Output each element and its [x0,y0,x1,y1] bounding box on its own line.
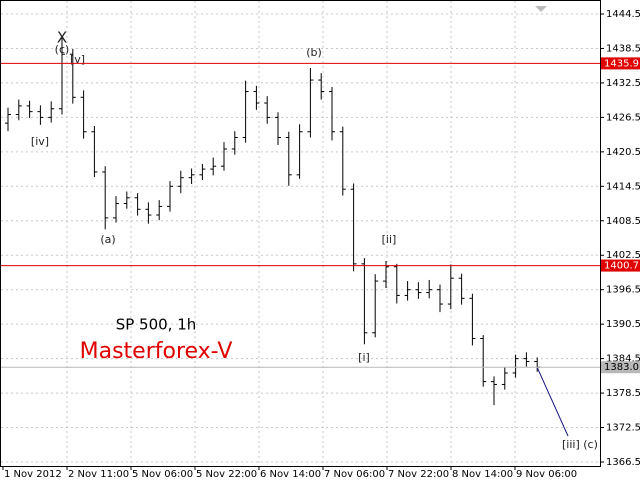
y-tick-label: 1396.5 [606,285,640,296]
chart-title: SP 500, 1h [116,316,197,334]
price-tag-label: 1383.0 [604,362,639,373]
x-tick-label: 8 Nov 14:00 [452,469,513,480]
annotation: (a) [100,233,115,246]
price-tag [601,57,640,70]
y-tick-label: 1372.5 [606,423,640,434]
annotation: (b) [306,46,322,59]
price-tag-label: 1435.9 [604,58,639,69]
y-tick-label: 1384.5 [606,354,640,365]
y-tick-label: 1414.5 [606,181,640,192]
y-tick-label: 1420.5 [606,147,640,158]
bars [5,38,541,406]
price-tag [601,259,640,272]
annotation: [i] [358,351,370,364]
y-tick-label: 1438.5 [606,43,640,54]
y-tick-label: 1402.5 [606,250,640,261]
x-tick-label: 9 Nov 06:00 [516,469,577,480]
y-tick-label: 1366.5 [606,457,640,468]
annotation: X [57,29,67,47]
x-tick-label: 6 Nov 14:00 [260,469,321,480]
x-tick-label: 2 Nov 11:00 [68,469,129,480]
plot-frame [0,0,601,467]
x-tick-label: 1 Nov 2012 [4,469,62,480]
forecast-line [536,366,569,437]
price-tag [601,361,640,374]
y-tick-label: 1390.5 [606,319,640,330]
annotation: [ii] [382,233,397,246]
annotation: [iv] [31,135,49,148]
annotation: (c) [55,43,70,56]
y-tick-label: 1408.5 [606,216,640,227]
scroll-marker [535,6,547,12]
chart-subtitle: Masterforex-V [80,339,233,364]
y-tick-label: 1432.5 [606,78,640,89]
y-tick-label: 1378.5 [606,388,640,399]
x-tick-label: 7 Nov 22:00 [388,469,449,480]
annotation: [v] [70,53,85,66]
y-tick-label: 1426.5 [606,112,640,123]
x-tick-label: 7 Nov 06:00 [324,469,385,480]
y-tick-label: 1444.5 [606,9,640,20]
x-tick-label: 5 Nov 22:00 [196,469,257,480]
price-tag-label: 1400.7 [604,261,639,272]
annotation: [iii] (c) [562,438,598,451]
x-tick-label: 5 Nov 06:00 [132,469,193,480]
